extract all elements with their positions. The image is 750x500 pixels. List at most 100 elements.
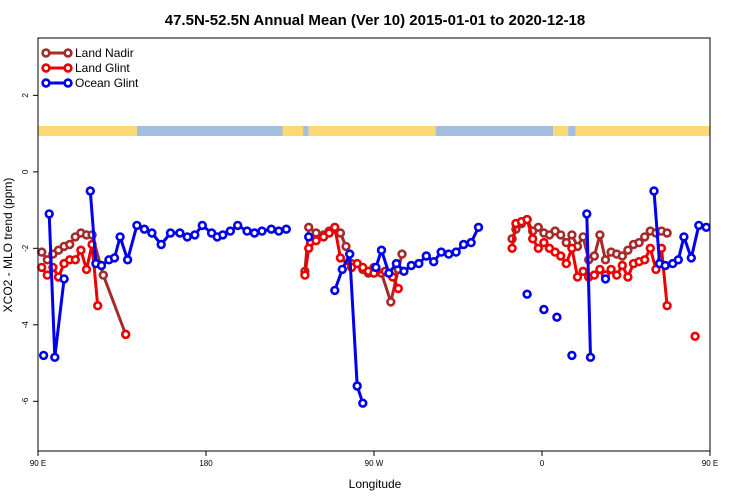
- y-tick-label: 2: [21, 93, 30, 98]
- data-point-ocean-glint: [429, 257, 439, 267]
- series-line-ocean-glint: [333, 252, 365, 404]
- data-point-land-glint: [300, 270, 310, 280]
- data-point-ocean-glint: [686, 253, 696, 263]
- band-ocean-segment: [136, 126, 283, 136]
- data-point-land-nadir: [304, 222, 314, 233]
- data-point-land-nadir: [555, 230, 566, 240]
- data-point-land-glint: [76, 245, 86, 255]
- legend-label: Ocean Glint: [75, 76, 139, 90]
- data-point-land-glint: [120, 329, 131, 340]
- data-point-land-glint: [507, 243, 517, 254]
- data-point-ocean-glint: [218, 230, 228, 240]
- data-point-land-glint: [304, 243, 314, 254]
- data-point-land-glint: [595, 264, 605, 275]
- data-point-ocean-glint: [147, 228, 157, 238]
- band-ocean-segment: [303, 126, 309, 136]
- data-point-ocean-glint: [567, 350, 577, 361]
- x-tick-label: 90 E: [702, 459, 718, 468]
- y-tick-label: -2: [21, 244, 30, 252]
- data-point-ocean-glint: [175, 228, 185, 238]
- data-point-ocean-glint: [585, 352, 596, 362]
- data-point-ocean-glint: [458, 239, 469, 250]
- data-point-ocean-glint: [50, 352, 60, 362]
- legend-swatch-marker: [41, 48, 51, 58]
- data-point-ocean-glint: [274, 226, 284, 236]
- y-axis: 2 0 -2 -4 -6: [21, 93, 38, 405]
- y-tick-label: -6: [21, 397, 30, 405]
- series-line-ocean-glint: [374, 226, 480, 275]
- data-point-land-glint: [533, 243, 543, 254]
- legend-swatch-marker: [41, 78, 51, 88]
- data-point-land-nadir: [567, 230, 577, 240]
- data-point-ocean-glint: [660, 260, 670, 271]
- data-point-ocean-glint: [552, 312, 562, 322]
- right-mask: [710, 36, 750, 453]
- data-point-ocean-glint: [96, 260, 107, 271]
- data-point-ocean-glint: [352, 381, 362, 391]
- data-point-ocean-glint: [249, 228, 260, 238]
- data-point-ocean-glint: [436, 247, 446, 257]
- data-point-land-glint: [81, 264, 92, 275]
- data-point-ocean-glint: [233, 220, 243, 231]
- data-point-ocean-glint: [38, 350, 49, 361]
- data-point-ocean-glint: [257, 226, 267, 236]
- data-point-land-nadir: [341, 241, 351, 252]
- band-land-segment: [282, 126, 304, 136]
- legend-item-land-glint: Land Glint: [41, 61, 130, 75]
- data-point-ocean-glint: [466, 237, 476, 248]
- data-point-land-glint: [324, 228, 334, 238]
- data-point-ocean-glint: [384, 268, 394, 278]
- y-axis-label: XCO2 - MLO trend (ppm): [1, 178, 15, 313]
- data-point-ocean-glint: [391, 258, 402, 269]
- band-land-segment: [38, 126, 137, 136]
- data-point-land-glint: [606, 264, 616, 275]
- data-point-ocean-glint: [122, 255, 133, 265]
- x-axis-label: Longitude: [349, 477, 402, 491]
- data-point-ocean-glint: [371, 262, 381, 273]
- x-tick-label: 90 E: [30, 459, 46, 468]
- data-point-land-nadir: [386, 297, 396, 307]
- data-point-ocean-glint: [414, 258, 424, 269]
- x-axis: 90 E 180 90 W 0 90 E: [30, 451, 718, 468]
- data-point-land-nadir: [561, 237, 571, 248]
- data-point-land-glint: [611, 270, 622, 280]
- data-point-land-glint: [578, 266, 588, 276]
- x-tick-label: 0: [540, 459, 545, 468]
- x-tick-label: 90 W: [365, 459, 384, 468]
- data-point-land-nadir: [634, 237, 644, 248]
- legend-label: Land Glint: [75, 61, 130, 75]
- data-point-ocean-glint: [304, 232, 314, 242]
- legend-swatch-marker: [41, 63, 51, 73]
- data-point-land-nadir: [662, 228, 672, 238]
- series-line-ocean-glint: [585, 213, 592, 358]
- data-point-land-glint: [645, 243, 655, 254]
- data-point-land-nadir: [589, 251, 599, 261]
- data-point-land-glint: [561, 258, 571, 269]
- data-point-ocean-glint: [358, 398, 368, 408]
- data-point-land-nadir: [623, 245, 633, 255]
- data-point-ocean-glint: [132, 220, 142, 231]
- data-point-ocean-glint: [182, 232, 193, 242]
- data-point-ocean-glint: [522, 289, 532, 299]
- data-point-ocean-glint: [582, 209, 592, 219]
- data-point-ocean-glint: [85, 186, 96, 196]
- data-point-land-glint: [639, 255, 650, 265]
- data-point-land-glint: [92, 301, 103, 311]
- data-point-land-glint: [311, 236, 321, 246]
- data-point-ocean-glint: [673, 255, 683, 265]
- legend-item-land-nadir: Land Nadir: [41, 46, 134, 60]
- data-point-land-glint: [335, 253, 346, 263]
- data-point-land-nadir: [533, 222, 543, 233]
- data-point-land-nadir: [595, 230, 605, 240]
- data-point-ocean-glint: [156, 239, 166, 250]
- band-land-segment: [575, 126, 710, 136]
- data-point-ocean-glint: [109, 253, 120, 263]
- data-point-land-nadir: [397, 249, 407, 259]
- data-point-ocean-glint: [345, 249, 355, 259]
- data-point-ocean-glint: [539, 304, 549, 315]
- data-point-ocean-glint: [444, 249, 454, 259]
- data-point-land-glint: [393, 283, 403, 294]
- data-point-ocean-glint: [190, 230, 200, 240]
- series-layer: [36, 36, 750, 453]
- data-point-ocean-glint: [225, 226, 236, 236]
